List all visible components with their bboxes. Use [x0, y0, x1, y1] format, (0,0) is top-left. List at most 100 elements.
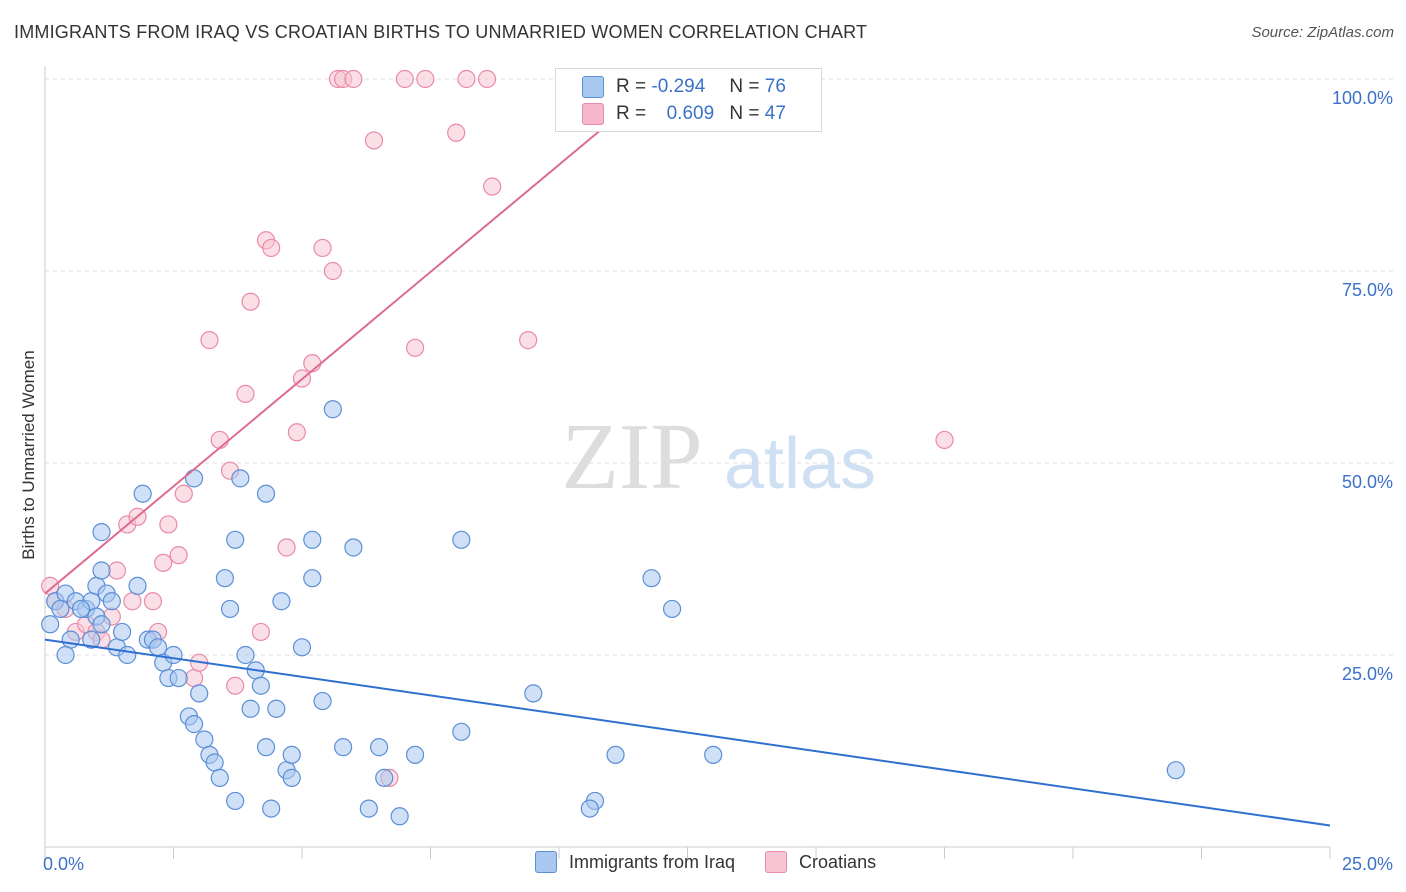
- legend-item-croatians[interactable]: Croatians: [765, 851, 876, 873]
- data-point: [226, 676, 245, 695]
- data-point: [256, 738, 276, 757]
- data-point: [580, 799, 599, 818]
- data-point: [606, 745, 625, 764]
- chart-source: Source: ZipAtlas.com: [1251, 24, 1394, 41]
- data-point: [282, 768, 301, 787]
- data-point: [226, 791, 245, 811]
- data-point: [262, 799, 281, 818]
- data-point: [241, 292, 260, 311]
- legend-swatch-iraq: [535, 851, 557, 873]
- series-iraq: [41, 400, 1185, 826]
- data-point: [215, 569, 234, 588]
- data-point: [195, 730, 214, 749]
- data-point: [184, 715, 204, 734]
- legend-n-value: 47: [764, 103, 786, 124]
- data-point: [334, 738, 353, 757]
- data-point: [118, 645, 137, 665]
- trend-lines: [44, 78, 1331, 827]
- data-point: [405, 745, 425, 764]
- legend-label-croatians: Croatians: [799, 851, 877, 872]
- legend-r-value: 0.609: [666, 103, 715, 124]
- data-point: [344, 538, 363, 557]
- data-point: [483, 177, 502, 196]
- x-tick-label: 0.0%: [43, 854, 84, 874]
- data-point: [220, 599, 240, 619]
- data-point: [123, 592, 142, 611]
- data-point: [303, 569, 322, 588]
- data-point: [56, 645, 75, 665]
- stats-legend: R = -0.294 N = 76 R = 0.609 N = 47: [555, 68, 822, 132]
- watermark-zip: ZIP: [562, 405, 703, 509]
- data-point: [241, 699, 260, 718]
- data-point: [92, 523, 111, 542]
- data-point: [370, 738, 389, 757]
- legend-row-iraq: R = -0.294 N = 76: [582, 75, 786, 99]
- data-point: [359, 799, 378, 818]
- legend-row-croatians: R = 0.609 N = 47: [582, 102, 786, 126]
- data-point: [41, 615, 60, 634]
- trend-line-iraq: [44, 638, 1331, 827]
- data-point: [303, 354, 322, 373]
- x-tick-label: 25.0%: [1342, 854, 1393, 874]
- legend-swatch-croatians: [765, 851, 788, 873]
- data-point: [190, 684, 209, 703]
- data-point: [41, 576, 60, 595]
- data-point: [226, 530, 245, 549]
- data-point: [416, 69, 435, 89]
- data-point: [148, 638, 168, 657]
- y-tick-label: 25.0%: [1342, 664, 1393, 684]
- data-point: [133, 484, 152, 503]
- data-point: [236, 645, 255, 665]
- data-point: [477, 69, 497, 89]
- data-point: [210, 430, 229, 450]
- data-point: [344, 69, 363, 89]
- data-point: [71, 599, 91, 619]
- y-tick-label: 75.0%: [1342, 280, 1393, 300]
- data-point: [82, 630, 101, 649]
- data-point: [231, 469, 250, 488]
- legend-n-label: N =: [729, 103, 760, 124]
- y-tick-label: 100.0%: [1332, 88, 1393, 108]
- data-point: [169, 668, 188, 688]
- data-point: [405, 338, 425, 357]
- data-point: [112, 622, 132, 642]
- legend-r-label: R =: [616, 103, 647, 124]
- watermark: ZIP atlas: [562, 405, 877, 509]
- data-point: [375, 768, 394, 787]
- data-point: [102, 592, 121, 611]
- data-point: [524, 684, 543, 703]
- data-point: [92, 561, 111, 580]
- data-point: [236, 384, 255, 403]
- data-point: [251, 622, 270, 642]
- data-point: [164, 645, 183, 665]
- series-legend: Immigrants from Iraq Croatians: [535, 851, 906, 873]
- data-point: [452, 722, 471, 741]
- data-point: [174, 484, 193, 503]
- data-point: [452, 530, 471, 549]
- data-point: [128, 576, 147, 595]
- data-point: [282, 745, 301, 764]
- data-point: [287, 423, 306, 442]
- legend-r-value: -0.294: [651, 76, 706, 97]
- data-point: [935, 430, 954, 450]
- trend-line-croatians: [44, 78, 663, 595]
- data-point: [262, 238, 281, 258]
- data-point: [210, 768, 229, 787]
- data-point: [390, 807, 409, 826]
- data-point: [395, 69, 414, 89]
- data-point: [519, 331, 538, 350]
- data-point: [292, 638, 312, 657]
- data-point: [92, 615, 111, 634]
- data-point: [303, 530, 322, 549]
- watermark-atlas: atlas: [724, 424, 876, 504]
- data-point: [323, 261, 342, 281]
- data-point: [169, 546, 188, 565]
- legend-n-value: 76: [764, 76, 786, 97]
- data-point: [272, 592, 291, 611]
- data-point: [256, 484, 276, 503]
- gridlines: [45, 78, 1393, 656]
- data-point: [205, 753, 224, 772]
- data-point: [267, 699, 286, 718]
- data-point: [184, 469, 204, 488]
- legend-item-iraq[interactable]: Immigrants from Iraq: [535, 851, 735, 873]
